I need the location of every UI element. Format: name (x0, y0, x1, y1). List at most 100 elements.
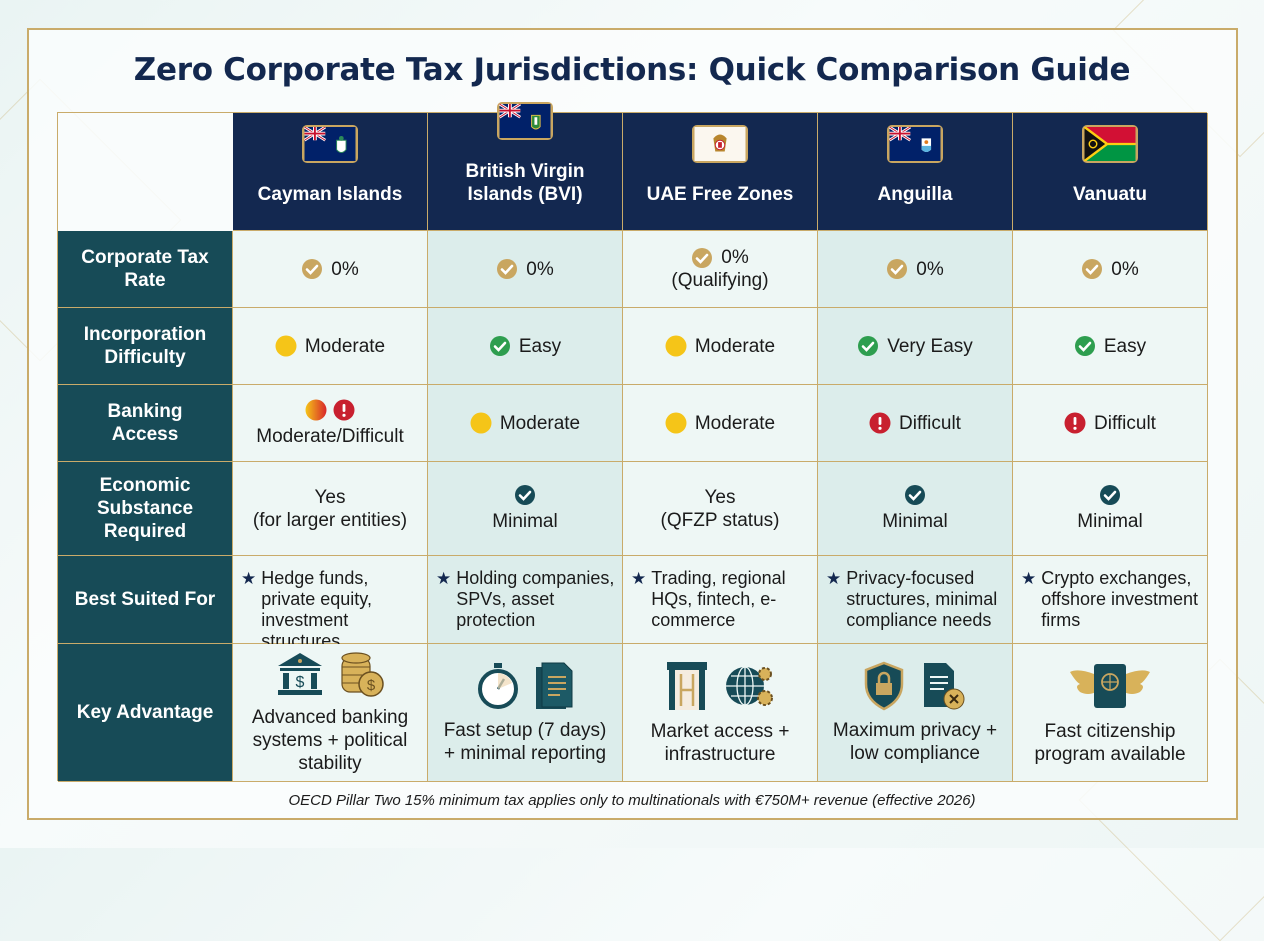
yellow-dot-icon (275, 335, 297, 357)
cell-value: Moderate (665, 412, 775, 435)
best-suited-item: ★ Privacy-focused structures, minimal com… (826, 568, 1006, 631)
row-header: Banking Access (58, 385, 233, 462)
winged-passport-icon (1068, 660, 1152, 712)
cell-text: Fast setup (7 days) + minimal reporting (443, 719, 607, 764)
table-cell: 0% (818, 231, 1013, 308)
cell-icons (514, 484, 536, 506)
cell-icons (904, 484, 926, 506)
cell-subtext: (QFZP status) (660, 509, 780, 531)
cell-icons (1099, 484, 1121, 506)
cell-text: Moderate/Difficult (256, 425, 404, 447)
cell-icons: $ $ (275, 650, 385, 698)
cell-text: 0% (331, 258, 359, 280)
best-suited-item: ★ Crypto exchanges, offshore investment f… (1021, 568, 1201, 631)
cell-value: 0% (691, 246, 749, 269)
gold-check-icon (496, 258, 518, 280)
bank-icon: $ (275, 650, 325, 698)
comparison-table: Cayman Islands British Virgin Islands (BV… (57, 102, 1208, 782)
vanuatu-flag-icon (1082, 125, 1138, 169)
svg-text:$: $ (296, 674, 305, 691)
bvi-flag-icon (497, 102, 553, 146)
cell-text: Yes (704, 486, 736, 508)
cell-text: Easy (1103, 335, 1147, 357)
cell-value: Difficult (1064, 412, 1156, 435)
coins-icon: $ (339, 650, 385, 698)
gold-check-icon (691, 247, 713, 269)
cell-text: Hedge funds, private equity, investment … (261, 568, 372, 651)
green-check-icon (857, 335, 879, 357)
cell-icons (665, 660, 775, 712)
yellow-dot-icon (665, 335, 687, 357)
best-suited-item: ★ Hedge funds, private equity, investment… (241, 568, 421, 652)
cell-text: Crypto exchanges, offshore investment fi… (1041, 568, 1199, 630)
table-cell: ★ Trading, regional HQs, fintech, e-comme… (623, 556, 818, 644)
red-exclamation-icon (1064, 412, 1086, 434)
table-cell: 0% (428, 231, 623, 308)
cell-text: Moderate (694, 335, 776, 357)
cell-text: Difficult (899, 412, 961, 434)
column-title: British Virgin Islands (BVI) (465, 161, 585, 205)
red-exclamation-icon (869, 412, 891, 434)
table-cell: Fast setup (7 days) + minimal reporting (428, 644, 623, 782)
table-cell: ★ Holding companies, SPVs, asset protecti… (428, 556, 623, 644)
yellow-dot-icon (665, 412, 687, 434)
gold-check-icon (1081, 258, 1103, 280)
cell-text: Moderate (304, 335, 386, 357)
table-cell: Very Easy (818, 308, 1013, 385)
anguilla-flag-icon (887, 125, 943, 169)
cell-text: Moderate (694, 412, 776, 434)
table-cell: $ $ Advanced banking systems + political s… (233, 644, 428, 782)
cell-value: 0% (301, 258, 359, 281)
table-cell: Market access + infrastructure (623, 644, 818, 782)
column-header: Vanuatu (1013, 113, 1208, 231)
table-cell: ★ Privacy-focused structures, minimal com… (818, 556, 1013, 644)
document-x-icon (920, 661, 968, 711)
table-cell: ★ Crypto exchanges, offshore investment f… (1013, 556, 1208, 644)
cell-text: Yes (314, 486, 346, 508)
column-title: UAE Free Zones (646, 184, 794, 205)
cell-text: Privacy-focused structures, minimal comp… (846, 568, 998, 630)
column-header: Anguilla (818, 113, 1013, 231)
cell-text: 0% (526, 258, 554, 280)
table-cell: Minimal (428, 462, 623, 556)
cell-value: 0% (1081, 258, 1139, 281)
cell-text: 0% (721, 247, 749, 268)
table-cell: Minimal (818, 462, 1013, 556)
cell-text: Trading, regional HQs, fintech, e-commer… (651, 568, 786, 630)
star-icon: ★ (1021, 569, 1037, 588)
table-cell: Moderate (623, 385, 818, 462)
table-cell: Easy (1013, 308, 1208, 385)
cell-value: Easy (489, 335, 561, 358)
row-header: Economic Substance Required (58, 462, 233, 556)
yellow-dot-icon (470, 412, 492, 434)
cell-text: 0% (1111, 258, 1139, 280)
cell-text: Very Easy (887, 335, 973, 357)
best-suited-item: ★ Trading, regional HQs, fintech, e-comme… (631, 568, 811, 631)
svg-text:$: $ (367, 677, 376, 694)
column-title: Cayman Islands (257, 184, 403, 205)
cell-text: Fast citizenship program available (1034, 720, 1186, 765)
stopwatch-icon (476, 661, 520, 711)
cell-value: Moderate (470, 412, 580, 435)
column-title: Vanuatu (1073, 184, 1147, 205)
table-cell: 0% (1013, 231, 1208, 308)
green-check-icon (1074, 335, 1096, 357)
table-cell: ★ Hedge funds, private equity, investment… (233, 556, 428, 651)
table-cell: Minimal (1013, 462, 1208, 556)
cell-text: Minimal (882, 511, 948, 532)
gate-icon (665, 660, 709, 712)
table-cell: Easy (428, 308, 623, 385)
cell-value: Difficult (869, 412, 961, 435)
cell-text: Maximum privacy + low compliance (832, 719, 998, 764)
cell-subtext: (for larger entities) (252, 509, 408, 531)
row-header: Corporate Tax Rate (58, 231, 233, 308)
table-cell: 0% (Qualifying) (623, 231, 818, 308)
table-cell: Yes (for larger entities) (233, 462, 428, 556)
table-cell: Moderate (233, 308, 428, 385)
cell-value: Moderate (275, 335, 385, 358)
table-cell: Yes (QFZP status) (623, 462, 818, 556)
table-cell: Moderate (428, 385, 623, 462)
best-suited-item: ★ Holding companies, SPVs, asset protecti… (436, 568, 616, 631)
cell-text: Difficult (1094, 412, 1156, 434)
table-corner (58, 113, 233, 231)
